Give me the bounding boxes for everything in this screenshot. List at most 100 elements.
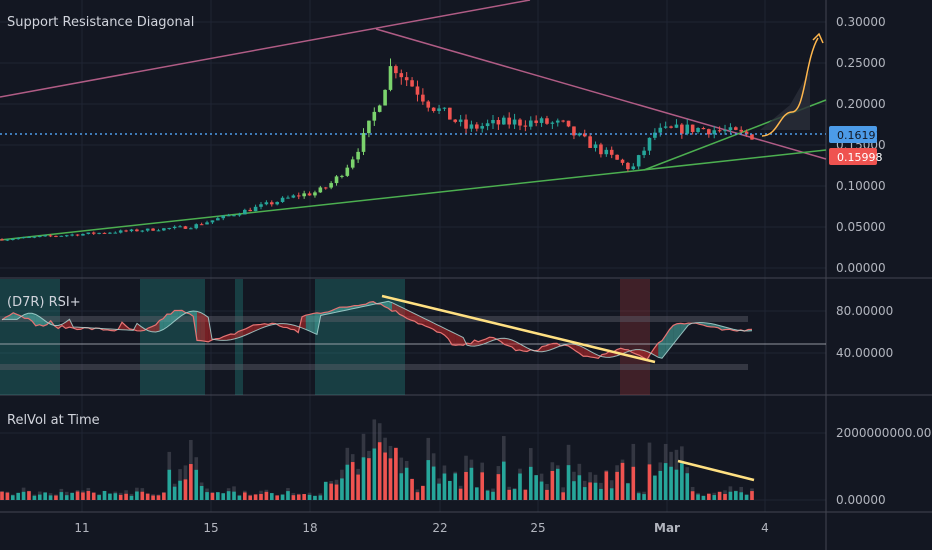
relvol-bar [172,486,177,500]
price-candle [210,220,215,223]
price-candle [431,107,436,111]
relvol-bar [356,474,360,500]
relvol-bar [599,488,603,500]
rsi-fill-segment [403,308,407,319]
price-candle [518,119,522,126]
relvol-bar [350,462,355,500]
rsi-fill-segment [437,324,441,333]
relvol-bar [690,491,695,500]
price-candle [582,133,587,137]
price-candle [97,232,101,234]
time-tick-label: 4 [761,521,769,535]
relvol-bar [307,494,312,500]
price-candle [437,108,441,111]
relvol-bar [205,492,209,500]
relvol-bar [296,494,301,500]
relvol-bar [669,466,673,500]
price-candle [717,130,722,132]
prev-close-tag-text: 0.15998 [837,151,883,164]
relvol-bar [194,469,199,500]
price-candle [248,209,253,212]
relvol-bar [631,466,636,500]
rsi-fill-segment [167,314,171,328]
price-candle [43,235,47,237]
price-candle [54,235,58,237]
price-axis[interactable]: 0.30000 0.25000 0.20000 0.15000 0.10000 … [829,15,932,507]
rsi-series [1,300,753,361]
price-candle [707,129,711,135]
price-candle [124,230,128,232]
relvol-bar [183,479,188,500]
price-candle [226,215,231,217]
rsi-signal-line [2,300,753,359]
price-candle [496,119,501,125]
rsi-pane[interactable]: (D7R) RSI+ [0,279,826,395]
price-candle [232,215,236,217]
time-tick-label: 15 [203,521,218,535]
time-axis[interactable]: 11 15 18 22 25 Mar 4 [74,521,768,535]
price-candle [199,224,204,226]
relvol-bar [469,467,474,500]
relvol-bar [566,465,571,500]
relvol-bar [275,495,279,500]
relvol-pane-title: RelVol at Time [7,413,100,428]
price-candle [91,232,96,234]
rsi-fill-segment [407,309,411,321]
price-candle [426,101,431,108]
rsi-fill-segment [137,323,141,331]
relvol-bar [426,460,431,500]
price-pane[interactable]: Support Resistance Diagonal [0,0,827,242]
price-candle [156,230,161,232]
rsi-fill-segment [605,351,610,358]
relvol-bar [734,491,738,500]
price-candle [275,201,279,205]
relvol-bar [113,493,118,500]
relvol-bar [647,464,652,500]
price-candle [469,124,474,129]
price-candle [626,162,630,170]
relvol-bar [701,495,706,500]
price-candle [485,123,490,127]
rsi-upper-band [0,316,748,322]
relvol-pane[interactable]: RelVol at Time [0,413,755,500]
relvol-bar [167,469,172,500]
rsi-fill-segment [669,325,674,349]
price-candle [48,235,53,237]
price-candle [259,204,263,207]
price-candle [377,105,382,112]
price-candle [539,118,544,123]
relvol-bar [280,494,285,500]
relvol-bar [480,472,485,500]
price-candle [739,129,744,132]
price-candle [744,131,749,135]
relvol-bar [437,483,441,500]
price-candle [458,119,463,122]
relvol-bar [448,480,452,500]
price-candle [313,192,317,196]
rsi-fill-segment [549,343,554,351]
price-candle [647,137,652,151]
relvol-bar [507,489,511,500]
relvol-bar [340,478,344,500]
prev-close-tag [829,148,877,165]
price-candle [59,235,64,237]
rsi-fill-segment [230,334,235,340]
relvol-bar [367,458,371,500]
rsi-fill-segment [418,315,422,325]
relvol-bar [723,494,727,500]
relvol-bar [604,471,609,500]
relvol-bar [593,482,598,500]
relvol-bar [97,495,101,500]
price-candle [728,127,733,131]
price-tick-label: 0.20000 [836,97,886,111]
price-candle [593,144,598,148]
price-candle [453,119,458,122]
rsi-fill-segment [290,324,295,330]
price-candle [631,166,636,170]
price-candle [108,232,112,234]
relvol-bar [388,458,393,500]
rsi-fill-segment [662,335,666,359]
relvol-bar [21,491,26,500]
price-candle [415,86,420,95]
